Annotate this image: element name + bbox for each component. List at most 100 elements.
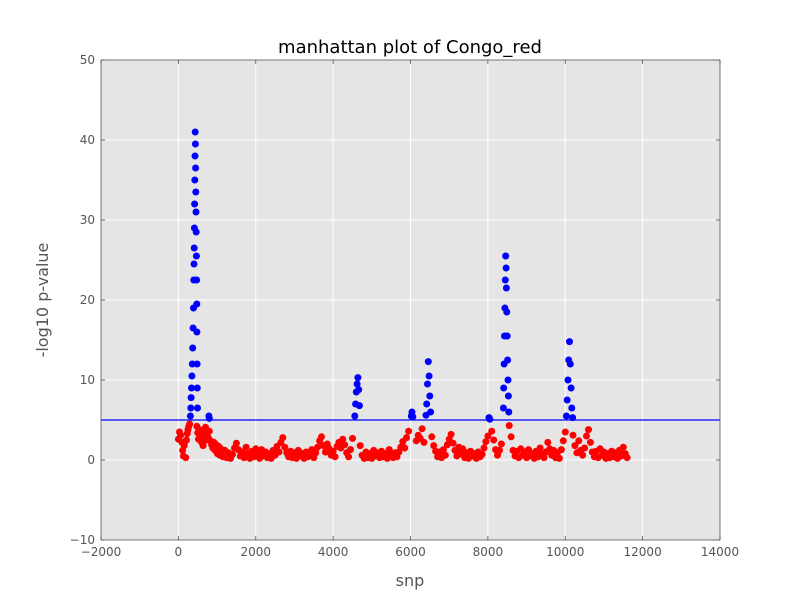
snp-point-blue xyxy=(186,412,194,420)
x-tick-label: 12000 xyxy=(624,545,662,559)
snp-point-blue xyxy=(191,128,199,136)
snp-point-red xyxy=(478,450,486,458)
snp-point-red xyxy=(569,431,577,439)
snp-point-blue xyxy=(566,338,573,346)
snp-point-red xyxy=(238,448,246,456)
snp-point-blue xyxy=(187,394,195,402)
snp-point-blue xyxy=(562,412,570,420)
snp-point-blue xyxy=(568,404,576,412)
snp-point-blue xyxy=(351,412,359,420)
snp-point-red xyxy=(418,425,426,433)
snp-point-blue xyxy=(427,408,435,416)
snp-point-red xyxy=(555,454,563,462)
snp-point-red xyxy=(281,443,289,451)
snp-point-red xyxy=(177,431,185,439)
snp-point-blue xyxy=(567,384,575,392)
snp-point-blue xyxy=(355,386,363,394)
chart-title: manhattan plot of Congo_red xyxy=(278,37,542,58)
snp-point-red xyxy=(447,430,455,438)
snp-point-red xyxy=(347,446,354,454)
snp-point-blue xyxy=(502,284,510,292)
snp-point-red xyxy=(183,436,190,444)
x-tick-label: 14000 xyxy=(701,545,739,559)
snp-point-blue xyxy=(191,176,199,184)
snp-point-blue xyxy=(354,374,362,382)
snp-point-blue xyxy=(187,404,195,412)
snp-point-blue xyxy=(486,415,494,423)
snp-point-red xyxy=(205,427,213,435)
y-tick-label: 20 xyxy=(80,293,95,307)
snp-point-red xyxy=(544,438,552,446)
snp-point-red xyxy=(312,449,320,457)
snp-point-blue xyxy=(500,384,508,392)
snp-point-red xyxy=(401,444,409,452)
snp-point-blue xyxy=(192,164,200,172)
snp-point-blue xyxy=(194,404,201,412)
snp-point-blue xyxy=(503,332,511,340)
snp-point-blue xyxy=(193,360,201,368)
snp-point-blue xyxy=(502,252,510,260)
snp-point-red xyxy=(482,438,490,446)
snp-point-red xyxy=(275,448,283,456)
snp-point-blue xyxy=(192,188,200,196)
snp-point-red xyxy=(575,437,583,445)
snp-point-red xyxy=(430,442,438,450)
snp-point-blue xyxy=(205,414,213,422)
x-tick-label: 6000 xyxy=(395,545,426,559)
x-tick-label: 4000 xyxy=(318,545,349,559)
snp-point-red xyxy=(579,451,587,459)
snp-point-blue xyxy=(188,360,196,368)
snp-point-blue xyxy=(193,328,201,336)
snp-point-blue xyxy=(425,372,433,380)
snp-point-blue xyxy=(409,413,417,421)
snp-point-blue xyxy=(564,376,572,384)
snp-point-red xyxy=(199,442,207,450)
x-tick-label: −2000 xyxy=(81,545,122,559)
snp-point-blue xyxy=(505,408,513,416)
x-axis-label: snp xyxy=(396,571,425,590)
snp-point-red xyxy=(331,453,339,461)
snp-point-blue xyxy=(193,384,201,392)
snp-point-red xyxy=(619,443,627,451)
snp-point-red xyxy=(484,432,492,440)
snp-point-red xyxy=(581,444,589,452)
y-tick-label: 40 xyxy=(80,133,95,147)
snp-point-blue xyxy=(566,360,574,368)
snp-point-red xyxy=(232,439,240,447)
snp-point-red xyxy=(341,441,349,449)
snp-point-blue xyxy=(191,200,199,208)
snp-point-blue xyxy=(563,396,571,404)
snp-point-red xyxy=(583,432,590,440)
snp-point-blue xyxy=(424,380,431,388)
snp-point-red xyxy=(561,428,569,436)
snp-point-blue xyxy=(188,384,195,392)
x-tick-label: 10000 xyxy=(546,545,584,559)
snp-point-red xyxy=(536,444,544,452)
snp-point-blue xyxy=(192,252,200,260)
snp-point-red xyxy=(318,433,325,441)
snp-point-blue xyxy=(504,356,512,364)
snp-point-red xyxy=(182,454,190,462)
y-axis-label: -log10 p-value xyxy=(33,243,52,358)
y-tick-label: 0 xyxy=(87,453,95,467)
snp-point-red xyxy=(186,420,194,428)
snp-point-red xyxy=(403,434,411,442)
snp-point-blue xyxy=(189,344,197,352)
snp-point-red xyxy=(279,434,287,442)
snp-point-blue xyxy=(504,392,512,400)
snp-point-blue xyxy=(569,414,577,422)
snp-point-blue xyxy=(499,404,507,412)
y-tick-label: 10 xyxy=(80,373,95,387)
snp-point-red xyxy=(428,433,436,441)
snp-point-red xyxy=(443,441,451,449)
snp-point-red xyxy=(420,438,428,446)
snp-point-red xyxy=(497,440,505,448)
snp-point-red xyxy=(252,445,260,453)
snp-point-red xyxy=(405,427,413,435)
snp-point-blue xyxy=(501,276,509,284)
snp-point-red xyxy=(559,437,567,445)
snp-point-blue xyxy=(192,228,200,236)
snp-point-red xyxy=(557,446,565,454)
